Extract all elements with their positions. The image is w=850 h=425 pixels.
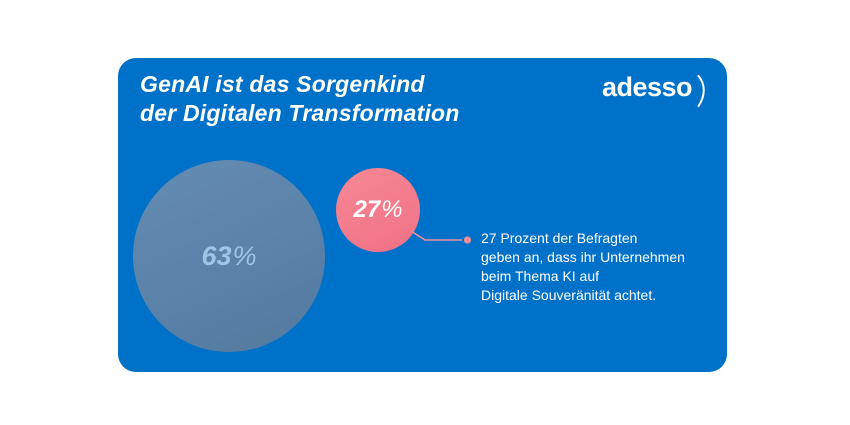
bubble-27-label: 27% (353, 196, 402, 224)
annotation-line-3: beim Thema KI auf (481, 268, 600, 284)
annotation-text: 27 Prozent der Befragten geben an, dass … (481, 229, 685, 305)
title-line-2: der Digitalen Transformation (140, 100, 460, 126)
bubble-63-value: 63 (201, 240, 232, 271)
connector-dot (463, 236, 472, 244)
bubble-27-percent-sign: % (381, 196, 403, 223)
title-line-1: GenAI ist das Sorgenkind (140, 71, 425, 97)
annotation-line-1: 27 Prozent der Befragten (481, 230, 638, 246)
bubble-63-percent: 63% (133, 160, 325, 352)
infographic-card: GenAI ist das Sorgenkind der Digitalen T… (118, 58, 727, 372)
annotation-line-2: geben an, dass ihr Unternehmen (481, 249, 685, 265)
adesso-logo: adesso (602, 74, 707, 112)
bubble-63-label: 63% (201, 241, 256, 272)
adesso-hook-icon (696, 75, 707, 112)
page-title: GenAI ist das Sorgenkind der Digitalen T… (140, 70, 460, 128)
adesso-logo-text: adesso (601, 72, 693, 102)
bubble-27-value: 27 (353, 196, 381, 223)
annotation-connector-line (410, 230, 472, 244)
bubble-27-percent: 27% (336, 168, 420, 252)
bubble-63-percent-sign: % (232, 240, 257, 271)
annotation-line-4: Digitale Souveränität achtet. (481, 287, 657, 303)
